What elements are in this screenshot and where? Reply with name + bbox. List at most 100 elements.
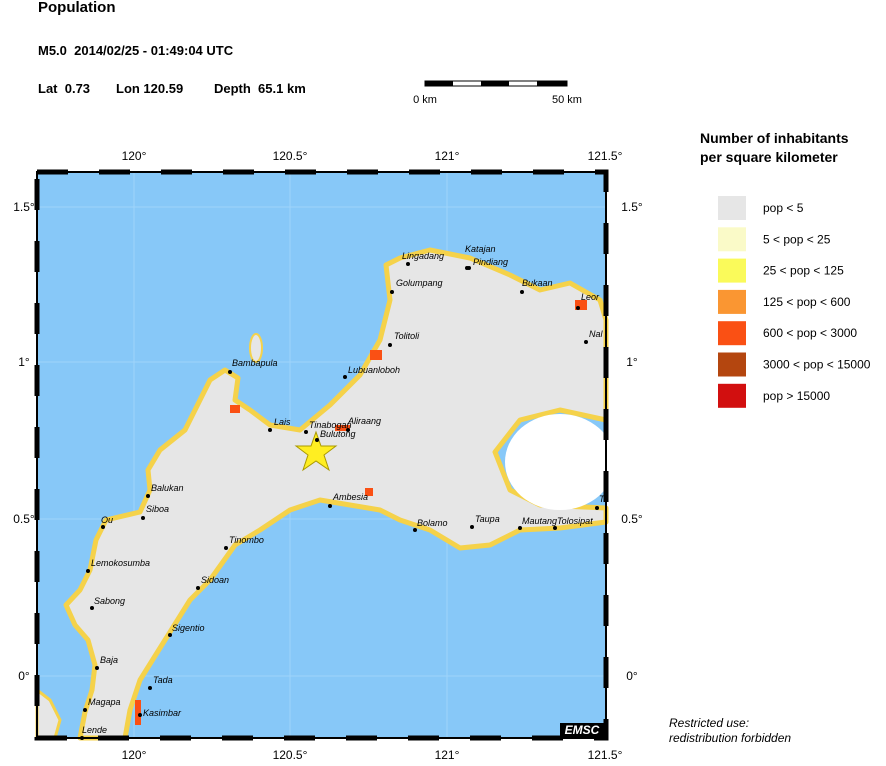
place-label: Siboa	[146, 504, 169, 514]
place-label: Golumpang	[396, 278, 443, 288]
lat-tick-label: 0.5°	[13, 512, 35, 526]
place-label: Kasimbar	[143, 708, 182, 718]
place-label: Ou	[101, 515, 113, 525]
place-dot	[315, 438, 319, 442]
place-dot	[576, 306, 580, 310]
legend-swatch	[718, 352, 746, 377]
place-dot	[86, 569, 90, 573]
place-label: Tinabogan	[309, 420, 351, 430]
place-label: Tolitoli	[394, 331, 420, 341]
place-label: Lais	[274, 417, 291, 427]
depth: Depth 65.1 km	[214, 81, 306, 96]
lat: Lat 0.73	[38, 81, 90, 96]
lon-tick-label: 120.5°	[273, 748, 308, 761]
place-dot	[80, 736, 84, 740]
place-dot	[553, 526, 557, 530]
legend-label: 3000 < pop < 15000	[763, 358, 871, 372]
place-dot	[346, 428, 350, 432]
place-label: Tolosipat	[557, 516, 593, 526]
place-label: T	[599, 494, 606, 504]
lon-tick-label: 121°	[435, 748, 460, 761]
legend-title: per square kilometer	[700, 149, 838, 165]
place-dot	[413, 528, 417, 532]
place-dot	[518, 526, 522, 530]
legend-label: 5 < pop < 25	[763, 232, 831, 246]
place-dot	[467, 266, 471, 270]
lon-tick-label: 121.5°	[588, 149, 623, 163]
place-label: Aliraang	[347, 416, 381, 426]
legend-label: 25 < pop < 125	[763, 264, 844, 278]
legend-label: pop > 15000	[763, 389, 830, 403]
lat-tick-label: 0°	[626, 669, 638, 683]
place-label: Leor	[581, 292, 600, 302]
place-dot	[90, 606, 94, 610]
place-dot	[470, 525, 474, 529]
legend-label: 125 < pop < 600	[763, 295, 851, 309]
place-dot	[343, 375, 347, 379]
place-label: Katajan	[465, 244, 496, 254]
place-label: Tinombo	[229, 535, 264, 545]
title: Population	[38, 0, 116, 16]
lat-tick-label: 1°	[626, 355, 638, 369]
legend-swatch	[718, 258, 746, 283]
place-dot	[146, 494, 150, 498]
place-label: Pindiang	[473, 257, 508, 267]
place-dot	[520, 290, 524, 294]
event: M5.0 2014/02/25 - 01:49:04 UTC	[38, 43, 234, 58]
lat-tick-label: 1.5°	[13, 200, 35, 214]
map	[34, 169, 615, 741]
place-label: Bulutong	[320, 429, 356, 439]
place-label: Tada	[153, 675, 173, 685]
lon-tick-label: 121°	[435, 149, 460, 163]
lon-tick-label: 120°	[122, 748, 147, 761]
legend-swatch	[718, 289, 746, 314]
place-label: Bambapula	[232, 358, 278, 368]
place-label: Lingadang	[402, 251, 444, 261]
epicenter	[294, 430, 338, 472]
place-dot	[141, 516, 145, 520]
place-dot	[138, 713, 142, 717]
place-dot	[228, 370, 232, 374]
place-label: Sidoan	[201, 575, 229, 585]
place-label: Ambesia	[332, 492, 368, 502]
lon-tick-label: 120.5°	[273, 149, 308, 163]
place-dot	[148, 686, 152, 690]
lat-tick-label: 1°	[18, 355, 30, 369]
place-dot	[388, 343, 392, 347]
place-dot	[168, 633, 172, 637]
legend-swatch	[718, 196, 746, 220]
legend-label: pop < 5	[763, 201, 804, 215]
place-dot	[224, 546, 228, 550]
place-label: Baja	[100, 655, 118, 665]
place-label: Nal	[589, 329, 604, 339]
legend-swatch	[718, 383, 746, 408]
place-label: Mautang	[522, 516, 557, 526]
legend-label: 600 < pop < 3000	[763, 326, 857, 340]
place-dot	[196, 586, 200, 590]
place-label: Magapa	[88, 697, 121, 707]
place-dot	[406, 262, 410, 266]
place-dot	[328, 504, 332, 508]
lat-tick-label: 1.5°	[621, 200, 643, 214]
lon-tick-label: 120°	[122, 149, 147, 163]
lon: Lon 120.59	[116, 81, 183, 96]
scale-bar	[424, 80, 568, 87]
scale-start: 0 km	[413, 94, 437, 106]
place-dot	[95, 666, 99, 670]
place-dot	[595, 506, 599, 510]
place-dot	[83, 708, 87, 712]
place-dot	[268, 428, 272, 432]
place-label: Sabong	[94, 596, 125, 606]
note: redistribution forbidden	[669, 731, 791, 745]
place-label: Bukaan	[522, 278, 553, 288]
place-label: Sigentio	[172, 623, 205, 633]
legend-swatch	[718, 227, 746, 252]
place-dot	[584, 340, 588, 344]
note: Restricted use:	[669, 716, 749, 730]
lat-tick-label: 0°	[18, 669, 30, 683]
place-label: Taupa	[475, 514, 500, 524]
scale-end: 50 km	[552, 94, 582, 106]
place-label: Lubuanloboh	[348, 365, 400, 375]
place-dot	[390, 290, 394, 294]
